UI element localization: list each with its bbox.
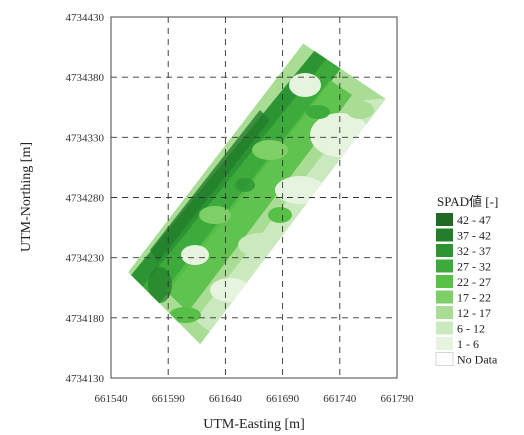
legend-swatch (435, 352, 454, 366)
field-patch (268, 207, 292, 223)
x-tick-labels: 661540 661590 661640 661690 661740 661790 (95, 393, 415, 405)
field-patch (169, 307, 201, 323)
legend-label: 42 - 47 (457, 213, 491, 227)
y-axis-label: UTM-Northing [m] (19, 142, 34, 252)
legend-label: 32 - 37 (457, 244, 491, 258)
y-tick-label: 4734330 (66, 132, 105, 144)
y-tick-label: 4734280 (66, 193, 105, 205)
legend-swatch (436, 275, 453, 288)
legend-swatch (436, 244, 453, 257)
legend-swatch (436, 321, 453, 335)
legend-label: 1 - 6 (457, 337, 479, 351)
field-patch (235, 178, 255, 192)
field-patch (199, 206, 231, 224)
field-patch (128, 44, 346, 308)
field-patch (289, 73, 321, 97)
legend-label: 22 - 27 (457, 275, 491, 289)
legend-swatch (436, 306, 453, 319)
legend-swatch (436, 259, 453, 273)
field-patch (150, 110, 270, 262)
x-axis-label: UTM-Easting [m] (203, 417, 304, 432)
legend-swatch (436, 290, 453, 304)
y-tick-label: 4734180 (66, 313, 105, 325)
grid-lines (111, 17, 397, 378)
legend-label: 6 - 12 (457, 322, 485, 336)
legend-swatch (436, 228, 453, 242)
field-patch (181, 245, 209, 265)
field-patch (148, 267, 172, 303)
legend-swatch (436, 337, 453, 350)
legend-label: 12 - 17 (457, 306, 491, 320)
y-tick-labels: 4734130 4734180 4734230 4734280 4734330 47343… (66, 12, 105, 385)
field-patch (252, 140, 288, 160)
x-tick-label: 661690 (266, 393, 300, 405)
legend-label: 17 - 22 (457, 291, 491, 305)
legend-label: 37 - 42 (457, 229, 491, 243)
field-patch (346, 101, 374, 119)
legend-title: SPAD値 [-] (437, 194, 498, 209)
y-tick-label: 4734130 (66, 373, 105, 385)
field-patch (306, 105, 330, 119)
x-tick-label: 661790 (381, 393, 415, 405)
x-tick-label: 661640 (209, 393, 243, 405)
y-tick-label: 4734380 (66, 72, 105, 84)
field-patch (165, 80, 352, 312)
x-tick-label: 661740 (323, 393, 357, 405)
legend-swatch (436, 213, 453, 226)
legend-label: No Data (457, 353, 498, 367)
x-tick-label: 661590 (152, 393, 186, 405)
legend-label: 27 - 32 (457, 260, 491, 274)
y-tick-label: 4734230 (66, 253, 105, 265)
y-tick-label: 4734430 (66, 12, 105, 24)
x-tick-label: 661540 (95, 393, 129, 405)
